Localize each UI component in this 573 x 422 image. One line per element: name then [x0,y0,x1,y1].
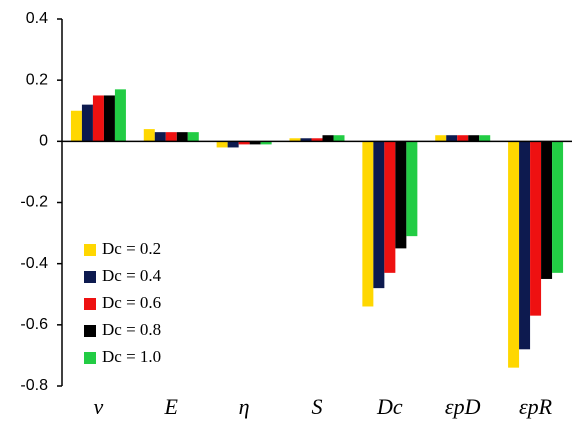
bar [508,141,520,368]
bar [227,141,239,148]
bar [311,138,323,142]
bar [176,132,188,142]
bar [81,104,93,142]
legend-label: Dc = 0.2 [102,239,161,258]
bar [373,141,385,289]
bar [143,129,155,142]
x-tick-label: E [164,394,179,419]
y-tick-label: -0.8 [20,377,48,394]
x-tick-label: Dc [376,394,403,419]
bar [384,141,396,273]
legend-swatch [84,244,96,256]
bar [92,95,104,142]
bar [468,135,480,142]
bar [249,141,261,145]
legend-label: Dc = 0.4 [102,266,162,285]
bar [333,135,345,142]
x-tick-label: S [312,394,323,419]
bar [395,141,407,249]
bar [103,95,115,142]
x-tick-label: η [239,394,250,419]
bar [260,141,272,145]
x-tick-label: εpD [445,394,481,419]
bar [362,141,374,307]
bar [541,141,553,279]
legend-label: Dc = 0.8 [102,320,161,339]
bar [435,135,447,142]
bar [165,132,177,142]
bar [457,135,469,142]
bar [322,135,334,142]
bar [114,89,126,142]
y-tick-label: 0 [39,133,48,150]
bar [154,132,166,142]
legend-swatch [84,271,96,283]
legend-swatch [84,325,96,337]
bar [552,141,564,273]
y-tick-label: -0.4 [20,255,48,272]
bar [446,135,458,142]
y-tick-label: -0.6 [20,316,48,333]
y-tick-label: 0.2 [26,71,48,88]
y-tick-label: -0.2 [20,194,48,211]
legend-swatch [84,352,96,364]
legend-label: Dc = 1.0 [102,347,161,366]
bar [300,138,312,142]
legend-label: Dc = 0.6 [102,293,161,312]
bar [216,141,228,148]
bar [187,132,199,142]
bar [70,110,82,142]
bar [479,135,491,142]
bar [406,141,418,237]
bar [530,141,542,316]
bar [519,141,531,350]
x-tick-label: εpR [519,394,553,419]
bar [289,138,301,142]
y-tick-label: 0.4 [26,10,48,27]
bar [238,141,250,145]
legend-swatch [84,298,96,310]
x-tick-label: ν [94,394,104,419]
